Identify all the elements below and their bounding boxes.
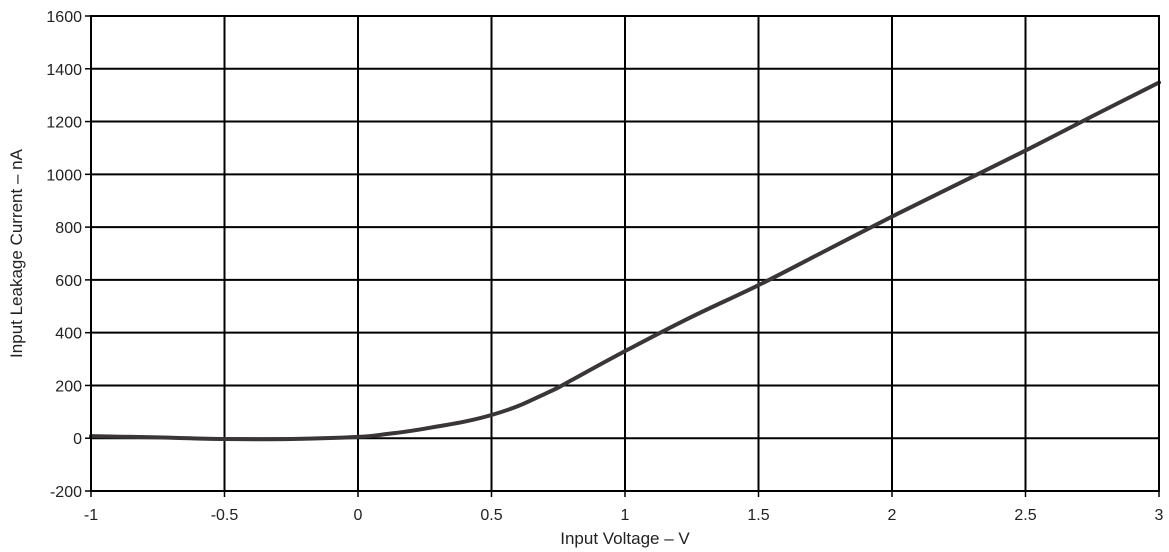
x-tick-label: 0.5 — [480, 507, 502, 524]
y-tick-label: 0 — [73, 431, 82, 448]
y-tick-label: 1200 — [46, 115, 82, 132]
plot-border — [90, 15, 1160, 492]
plot-frame — [85, 15, 1160, 497]
y-tick-label: 1600 — [46, 9, 82, 26]
series-line-group — [89, 80, 1161, 442]
x-tick-label: 2 — [888, 507, 897, 524]
x-tick-label: 0 — [354, 507, 363, 524]
y-tick-label: 600 — [55, 273, 82, 290]
grid-lines — [91, 16, 1159, 491]
x-tick-label: 3 — [1155, 507, 1164, 524]
x-tick-label: 1 — [621, 507, 630, 524]
x-tick-label: -0.5 — [211, 507, 239, 524]
y-tick-label: -200 — [50, 484, 82, 501]
y-tick-label: 200 — [55, 378, 82, 395]
x-tick-label: 2.5 — [1014, 507, 1036, 524]
y-tick-label: 800 — [55, 220, 82, 237]
x-axis-title: Input Voltage – V — [560, 529, 690, 548]
y-tick-label: 1400 — [46, 62, 82, 79]
y-axis-title: Input Leakage Current – nA — [7, 148, 26, 358]
x-tick-label: 1.5 — [747, 507, 769, 524]
series-line — [89, 80, 1161, 442]
y-tick-label: 1000 — [46, 167, 82, 184]
tick-labels: -1 -0.5 0 0.5 1 1.5 2 2.5 3 -200 0 200 400 600 800 1000… — [46, 9, 1163, 524]
y-tick-label: 400 — [55, 326, 82, 343]
x-tick-label: -1 — [84, 507, 98, 524]
